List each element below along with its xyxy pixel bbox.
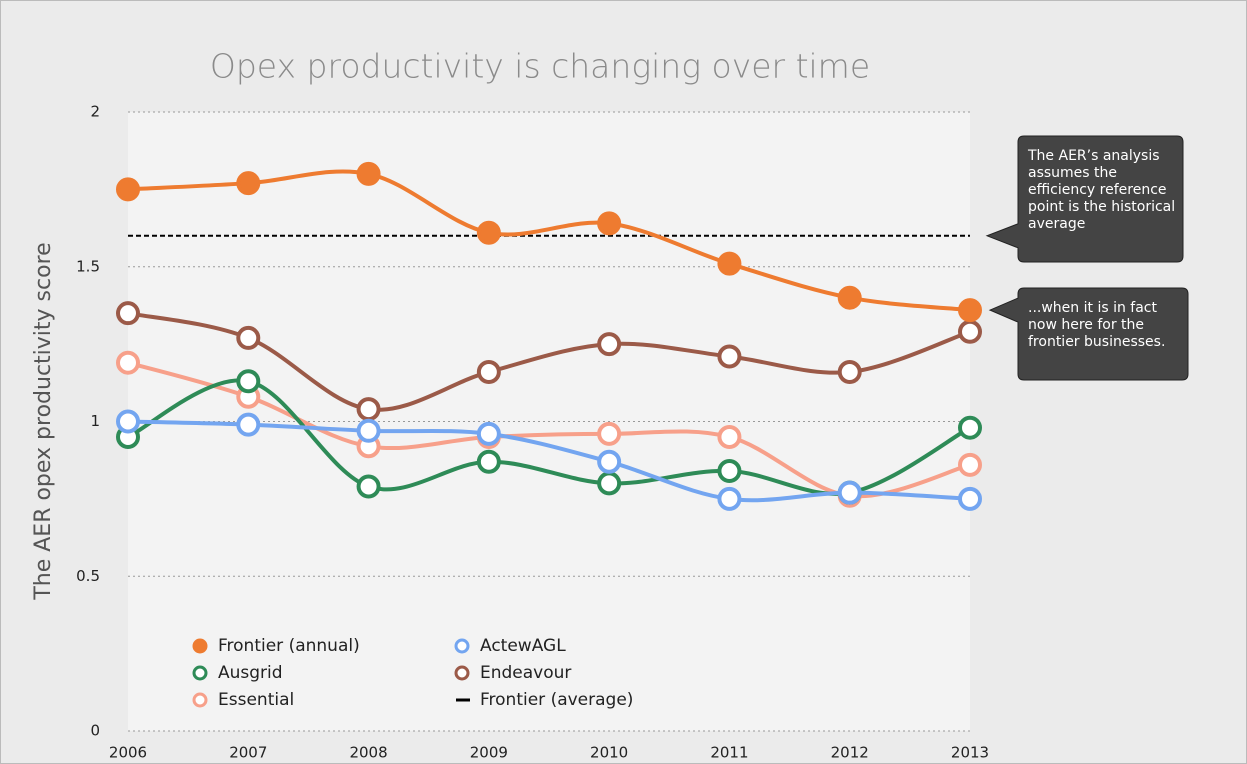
marker — [958, 415, 982, 440]
marker — [837, 480, 862, 505]
marker — [717, 486, 742, 511]
marker — [958, 298, 982, 323]
marker — [717, 344, 742, 369]
legend-label: Frontier (annual) — [218, 636, 360, 656]
chart-title: Opex productivity is changing over time — [210, 47, 870, 86]
x-tick-label: 2009 — [470, 744, 508, 762]
marker — [958, 319, 982, 344]
legend-label: Frontier (average) — [480, 690, 633, 710]
legend-marker — [454, 638, 470, 654]
marker — [597, 421, 622, 446]
y-axis-label: The AER opex productivity score — [31, 242, 56, 600]
marker — [476, 449, 501, 474]
marker — [356, 397, 381, 422]
series-line — [127, 311, 971, 412]
marker — [116, 350, 140, 375]
marker — [717, 251, 742, 276]
marker — [236, 369, 261, 394]
marker — [958, 452, 982, 477]
legend-marker — [192, 692, 208, 708]
marker — [597, 471, 622, 496]
series-line — [127, 419, 971, 503]
marker — [476, 421, 501, 446]
legend-marker — [192, 638, 208, 654]
marker — [116, 409, 140, 434]
marker — [476, 220, 501, 245]
x-tick-label: 2007 — [229, 744, 267, 762]
marker — [236, 171, 261, 196]
legend-label: Ausgrid — [218, 663, 283, 683]
marker — [717, 424, 742, 449]
legend-marker — [192, 665, 208, 681]
marker — [116, 301, 140, 326]
marker — [958, 486, 982, 511]
marker — [597, 332, 622, 357]
marker — [837, 359, 862, 384]
legend-label: Endeavour — [480, 663, 571, 683]
marker — [116, 177, 140, 202]
y-tick-label: 0 — [90, 722, 100, 740]
marker — [597, 211, 622, 236]
y-tick-label: 1 — [90, 412, 100, 430]
marker — [476, 359, 501, 384]
legend-marker — [454, 665, 470, 681]
marker — [236, 412, 261, 437]
marker — [356, 474, 381, 499]
x-tick-label: 2011 — [710, 744, 748, 762]
legend-label: Essential — [218, 690, 294, 710]
y-tick-label: 0.5 — [76, 567, 100, 585]
marker — [597, 449, 622, 474]
marker — [356, 161, 381, 186]
x-tick-label: 2008 — [349, 744, 387, 762]
legend-label: ActewAGL — [480, 636, 566, 656]
x-tick-label: 2006 — [109, 744, 147, 762]
callout-box — [985, 135, 1184, 263]
y-tick-label: 1.5 — [76, 257, 100, 275]
callout-text: The AER’s analysis assumes the efficienc… — [1028, 148, 1176, 232]
x-tick-label: 2012 — [831, 744, 869, 762]
callout-text: ...when it is in fact now here for the f… — [1028, 300, 1166, 350]
y-tick-label: 2 — [90, 103, 100, 121]
x-tick-label: 2013 — [951, 744, 989, 762]
callout-box — [988, 287, 1189, 381]
marker — [236, 325, 261, 350]
marker — [356, 418, 381, 443]
marker — [717, 459, 742, 484]
marker — [837, 285, 862, 310]
x-tick-label: 2010 — [590, 744, 628, 762]
